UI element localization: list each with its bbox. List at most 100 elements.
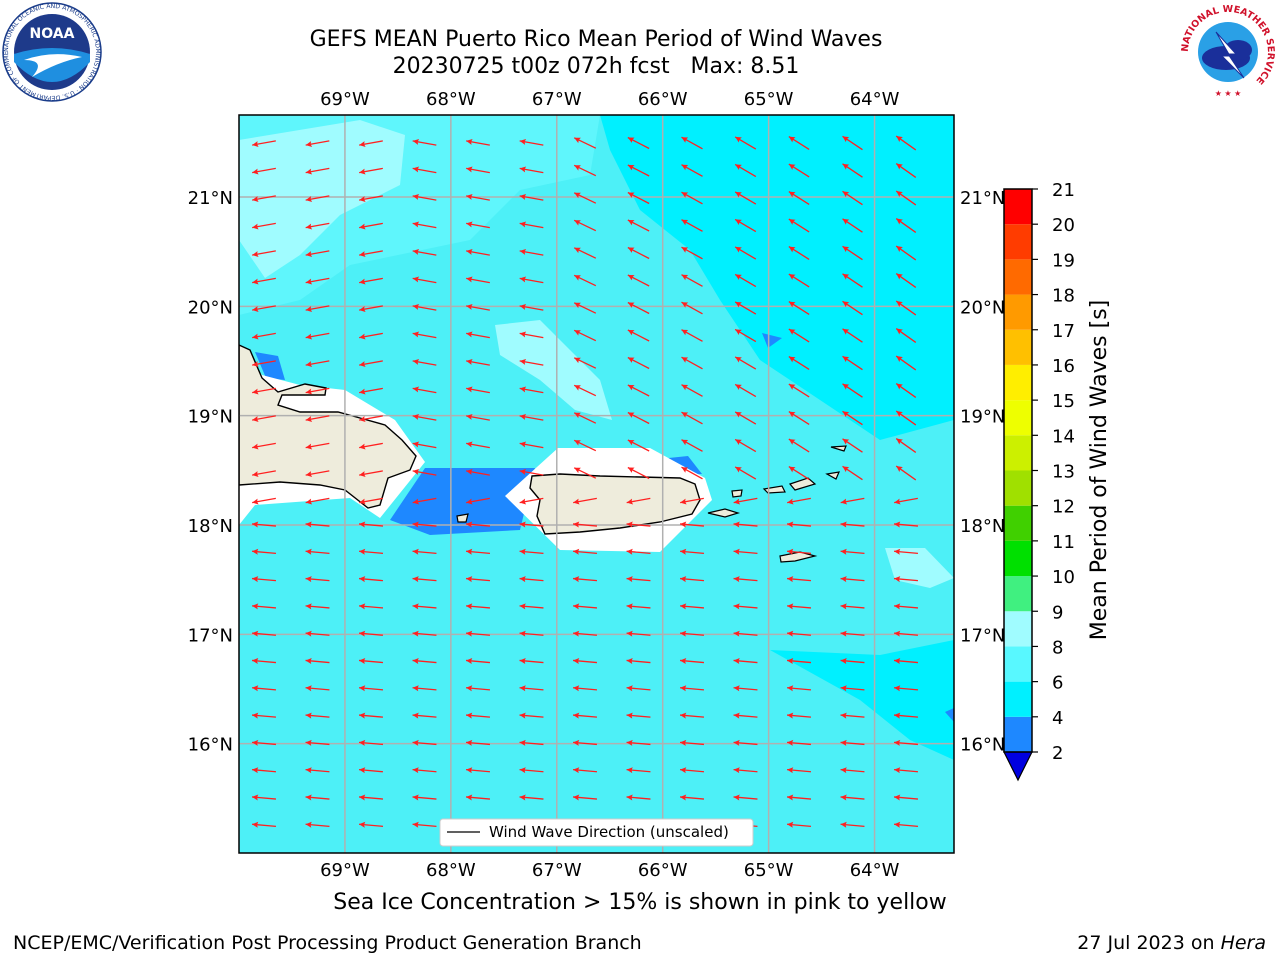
wave-direction-arrow	[895, 163, 917, 178]
wave-direction-arrow	[359, 497, 383, 505]
wave-direction-arrow	[893, 767, 919, 774]
lat-tick-left: 18°N	[188, 516, 233, 537]
wave-direction-arrow	[519, 739, 544, 746]
wave-direction-arrow	[893, 603, 919, 610]
wave-direction-arrow	[788, 301, 810, 315]
noaa-logo-text: NOAA	[30, 26, 75, 42]
wave-direction-arrow	[626, 576, 651, 583]
colorbar-segment	[1004, 576, 1032, 612]
colorbar-tick-label: 17	[1052, 321, 1075, 342]
wave-direction-arrow	[305, 794, 330, 801]
wave-direction-arrow	[358, 685, 384, 692]
lat-tick-left: 16°N	[188, 735, 233, 756]
wave-direction-arrow	[573, 274, 597, 287]
wave-direction-arrow	[627, 191, 650, 205]
wave-direction-arrow	[465, 685, 491, 692]
wave-direction-arrow	[251, 685, 277, 692]
wave-direction-arrow	[305, 332, 330, 340]
wave-direction-arrow	[519, 441, 544, 449]
wave-direction-arrow	[466, 441, 490, 449]
wave-direction-arrow	[627, 301, 650, 315]
wave-direction-arrow	[466, 221, 490, 229]
wave-direction-arrow	[412, 414, 437, 421]
wave-direction-arrow	[893, 821, 919, 828]
wave-direction-arrow	[572, 630, 598, 637]
wave-direction-arrow	[679, 576, 705, 583]
wave-direction-arrow	[626, 794, 651, 801]
wave-direction-arrow	[895, 383, 917, 398]
colorbar-segment	[1004, 681, 1032, 717]
wave-direction-arrow	[895, 245, 917, 261]
wave-direction-arrow	[412, 794, 437, 801]
wave-direction-arrow	[840, 712, 865, 719]
colorbar-segment	[1004, 259, 1032, 295]
period-zone-8-9	[495, 320, 612, 420]
wave-direction-arrow	[465, 767, 491, 774]
wave-direction-arrow	[842, 410, 863, 426]
wave-direction-arrow	[572, 739, 598, 746]
wave-direction-arrow	[358, 521, 384, 528]
colorbar-tick-label: 20	[1052, 215, 1075, 236]
wave-direction-arrow	[519, 630, 544, 637]
wave-direction-arrow	[895, 135, 917, 151]
wave-direction-arrow	[679, 548, 705, 555]
wave-direction-arrow	[788, 191, 810, 205]
wave-direction-arrow	[251, 767, 277, 774]
chart-subtitle: 20230725 t00z 072h fcst Max: 8.51	[392, 54, 800, 79]
wave-direction-arrow	[786, 685, 812, 692]
wave-direction-arrow	[893, 630, 919, 637]
wave-direction-arrow	[627, 466, 650, 480]
wave-direction-arrow	[734, 273, 757, 288]
wave-direction-arrow	[519, 685, 544, 692]
period-zone-2-4	[945, 708, 954, 722]
wave-direction-arrow	[573, 329, 597, 342]
wave-direction-arrow	[842, 465, 863, 481]
wave-direction-arrow	[788, 246, 810, 260]
wave-direction-arrow	[573, 467, 597, 479]
wave-direction-arrow	[519, 657, 544, 664]
wave-direction-arrow	[466, 469, 490, 476]
wave-direction-arrow	[252, 305, 276, 312]
wave-direction-arrow	[627, 219, 650, 232]
wave-direction-arrow	[305, 277, 330, 285]
wave-direction-arrow	[681, 411, 703, 425]
wave-direction-arrow	[681, 164, 703, 177]
colorbar-segment	[1004, 646, 1032, 682]
lat-tick-right: 19°N	[960, 407, 1005, 428]
colorbar-tick-label: 4	[1052, 708, 1063, 729]
wave-direction-arrow	[893, 794, 919, 801]
wave-direction-arrow	[573, 497, 597, 505]
wave-direction-arrow	[358, 821, 384, 828]
wave-direction-arrow	[359, 222, 383, 230]
island	[788, 477, 817, 491]
wave-direction-arrow	[733, 630, 758, 637]
colorbar-segment	[1004, 189, 1032, 225]
wave-direction-arrow	[895, 273, 917, 288]
wave-direction-arrow	[358, 630, 384, 637]
wave-direction-arrow	[412, 331, 437, 339]
wave-direction-arrow	[840, 576, 865, 583]
wave-direction-arrow	[893, 576, 919, 583]
wave-direction-arrow	[734, 301, 757, 315]
wave-direction-arrow	[786, 548, 812, 555]
wave-direction-arrow	[679, 603, 705, 610]
wave-direction-arrow	[358, 712, 384, 719]
wave-direction-arrow	[788, 411, 810, 425]
colorbar-segment	[1004, 540, 1032, 577]
wave-direction-arrow	[305, 415, 330, 422]
wave-direction-arrow	[895, 190, 917, 206]
wave-direction-arrow	[786, 794, 812, 801]
lon-tick-top: 68°W	[426, 89, 476, 110]
colorbar-tick-label: 16	[1052, 356, 1075, 377]
wave-direction-arrow	[305, 442, 330, 450]
wave-direction-arrow	[573, 357, 597, 369]
wave-direction-arrow	[252, 360, 276, 367]
nws-logo: NATIONAL WEATHER SERVICE ★ ★ ★	[1179, 3, 1277, 101]
lon-tick-top: 64°W	[850, 89, 900, 110]
wave-direction-arrow	[573, 302, 597, 314]
wave-direction-arrow	[305, 767, 330, 774]
wave-direction-arrow	[305, 521, 330, 528]
wave-direction-arrow	[626, 767, 651, 774]
wave-direction-arrow	[627, 164, 650, 177]
wave-direction-arrow	[519, 194, 544, 201]
